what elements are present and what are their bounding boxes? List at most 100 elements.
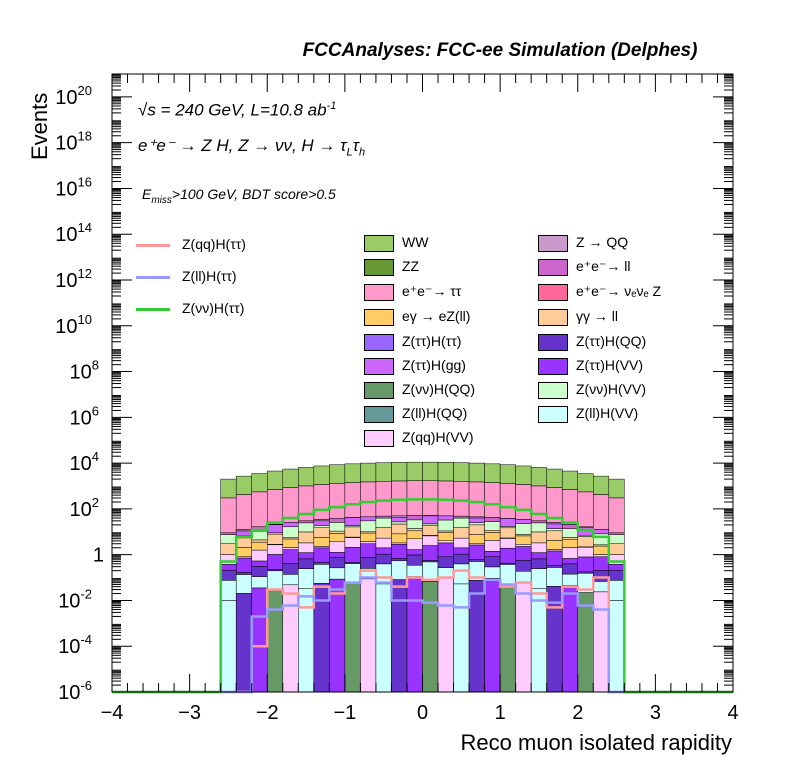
- bar-zvvhvv: [468, 522, 485, 526]
- bar-zllhvv: [406, 565, 423, 577]
- legend-ztt-hqq: Z(ττ)H(QQ): [576, 333, 647, 349]
- bar-low-component: [251, 587, 268, 693]
- bar-zllhvv: [375, 563, 392, 585]
- bar-gammagamma: [468, 524, 485, 535]
- bar-ww: [437, 462, 454, 482]
- bar-ww: [499, 464, 516, 484]
- legend-line-zqq-htt: [136, 244, 170, 247]
- bar-zllhvv: [235, 574, 252, 594]
- bar-ztthvv: [453, 547, 470, 555]
- bar-zllhvv: [530, 568, 547, 589]
- bar-ztthgg: [235, 530, 252, 536]
- bar-ee-tautau: [593, 494, 610, 530]
- legend-zqq-hvv: Z(qq)H(VV): [402, 429, 474, 445]
- bar-ww: [561, 470, 578, 490]
- y-tick-label: 10-2: [58, 586, 92, 612]
- bar-gammagamma: [530, 531, 547, 544]
- cuts-annotation: Emiss>100 GeV, BDT score>0.5: [142, 186, 336, 206]
- bar-zvvhvv: [282, 526, 299, 538]
- bar-egamma: [406, 530, 423, 540]
- x-tick-label: 1: [495, 702, 506, 724]
- bar-zqqhvv: [267, 544, 284, 555]
- bar-low-component: [484, 578, 501, 693]
- bar-zqqhvv: [344, 537, 361, 548]
- x-axis-label: Reco muon isolated rapidity: [460, 730, 732, 755]
- bar-ee_ll: [608, 532, 625, 535]
- bar-ztthqq: [391, 558, 408, 562]
- legend-ztt-htt: Z(ττ)H(ττ): [402, 333, 462, 349]
- bar-ztthvv: [313, 547, 330, 563]
- axes: −4 −3 −2 −1 0 1 2 3 4 1020 1018 1016 1014 1012 1010 108…: [55, 73, 739, 724]
- legend-swatch-ee-nunuz: [538, 284, 568, 301]
- bar-ww: [267, 470, 284, 490]
- bar-ztthgg: [515, 519, 532, 524]
- bar-low-component: [282, 584, 299, 693]
- bar-ztthqq: [468, 559, 485, 562]
- bar-ee-tautau: [468, 481, 485, 518]
- bar-zllhvv: [546, 567, 563, 587]
- bar-ztthvv: [515, 546, 532, 561]
- bar-ztthqq: [593, 570, 610, 582]
- legend-swatch-zvv-hqq: [364, 382, 394, 399]
- bar-zllhvv: [499, 564, 516, 585]
- bar-zvvhvv: [375, 517, 392, 528]
- bar-ztthqq: [298, 558, 315, 569]
- bar-ww: [251, 473, 268, 493]
- bar-ee-tautau: [437, 480, 454, 517]
- bar-zllhvv: [593, 581, 610, 593]
- legend-swatch-zll-hvv: [538, 406, 568, 423]
- y-tick-label: 1018: [55, 129, 92, 155]
- y-tick-label: 1012: [55, 266, 92, 292]
- legend-zvv-hvv: Z(νν)H(VV): [576, 381, 646, 397]
- x-tick-label: 0: [417, 702, 428, 724]
- bar-ztthvv: [484, 551, 501, 557]
- bar-zqqhvv: [577, 547, 594, 558]
- legend-swatch-gammagamma: [538, 309, 568, 326]
- legend-swatch-zvv-hvv: [538, 382, 568, 399]
- bar-zvvhvv: [608, 534, 625, 544]
- x-tick-label: −1: [333, 702, 356, 724]
- bar-ee_ll: [530, 520, 547, 524]
- bar-egamma: [235, 547, 252, 558]
- bar-ztthvv: [391, 544, 408, 559]
- legend-ee-tautau: e⁺e⁻→ ττ: [402, 283, 462, 299]
- bar-ztthvv: [298, 552, 315, 560]
- bar-low-component: [453, 583, 470, 693]
- bar-gammagamma: [546, 530, 563, 541]
- bar-zvvhvv: [437, 519, 454, 532]
- process-annotation: e⁺e⁻ → Z H, Z → νν, H → τLτh: [138, 136, 366, 159]
- bar-ztthvv: [220, 564, 237, 571]
- bar-zllhvv: [484, 566, 501, 579]
- legend-zll-htt: Z(ll)H(ττ): [182, 268, 237, 284]
- x-tick-label: 2: [572, 702, 583, 724]
- bar-ztthqq: [608, 570, 625, 581]
- bar-ztthvv: [608, 564, 625, 571]
- legend-zll-hqq: Z(ll)H(QQ): [402, 405, 468, 421]
- bar-egamma: [282, 538, 299, 548]
- x-tick-label: 3: [650, 702, 661, 724]
- bar-zvvhvv: [220, 534, 237, 544]
- bar-gammagamma: [375, 527, 392, 539]
- bar-low-component: [499, 583, 516, 693]
- signal-zll-htt-line: [112, 576, 733, 694]
- bar-low-component: [375, 583, 392, 693]
- bar-gammagamma: [499, 527, 516, 539]
- legend-swatch-zll-hqq: [364, 406, 394, 423]
- bar-zllhvv: [608, 580, 625, 601]
- bar-ztthvv: [235, 557, 252, 573]
- legend-z-qq: Z → QQ: [576, 234, 629, 250]
- y-tick-label: 1010: [55, 312, 92, 338]
- bar-ee-tautau: [313, 484, 330, 520]
- bar-gammagamma: [313, 527, 330, 538]
- bar-low-component: [561, 585, 578, 693]
- bar-ztthqq: [530, 558, 547, 569]
- legend-line-zvv-htt: [136, 308, 170, 311]
- bar-ztthgg: [344, 517, 361, 526]
- bar-ztthgg: [391, 516, 408, 523]
- bar-ztthqq: [220, 570, 237, 581]
- bar-ee-tautau: [515, 484, 532, 520]
- legend-zll-hvv: Z(ll)H(VV): [576, 405, 639, 421]
- bar-ee-tautau: [608, 497, 625, 534]
- bar-low-component: [468, 580, 485, 693]
- bar-zllhvv: [267, 570, 284, 591]
